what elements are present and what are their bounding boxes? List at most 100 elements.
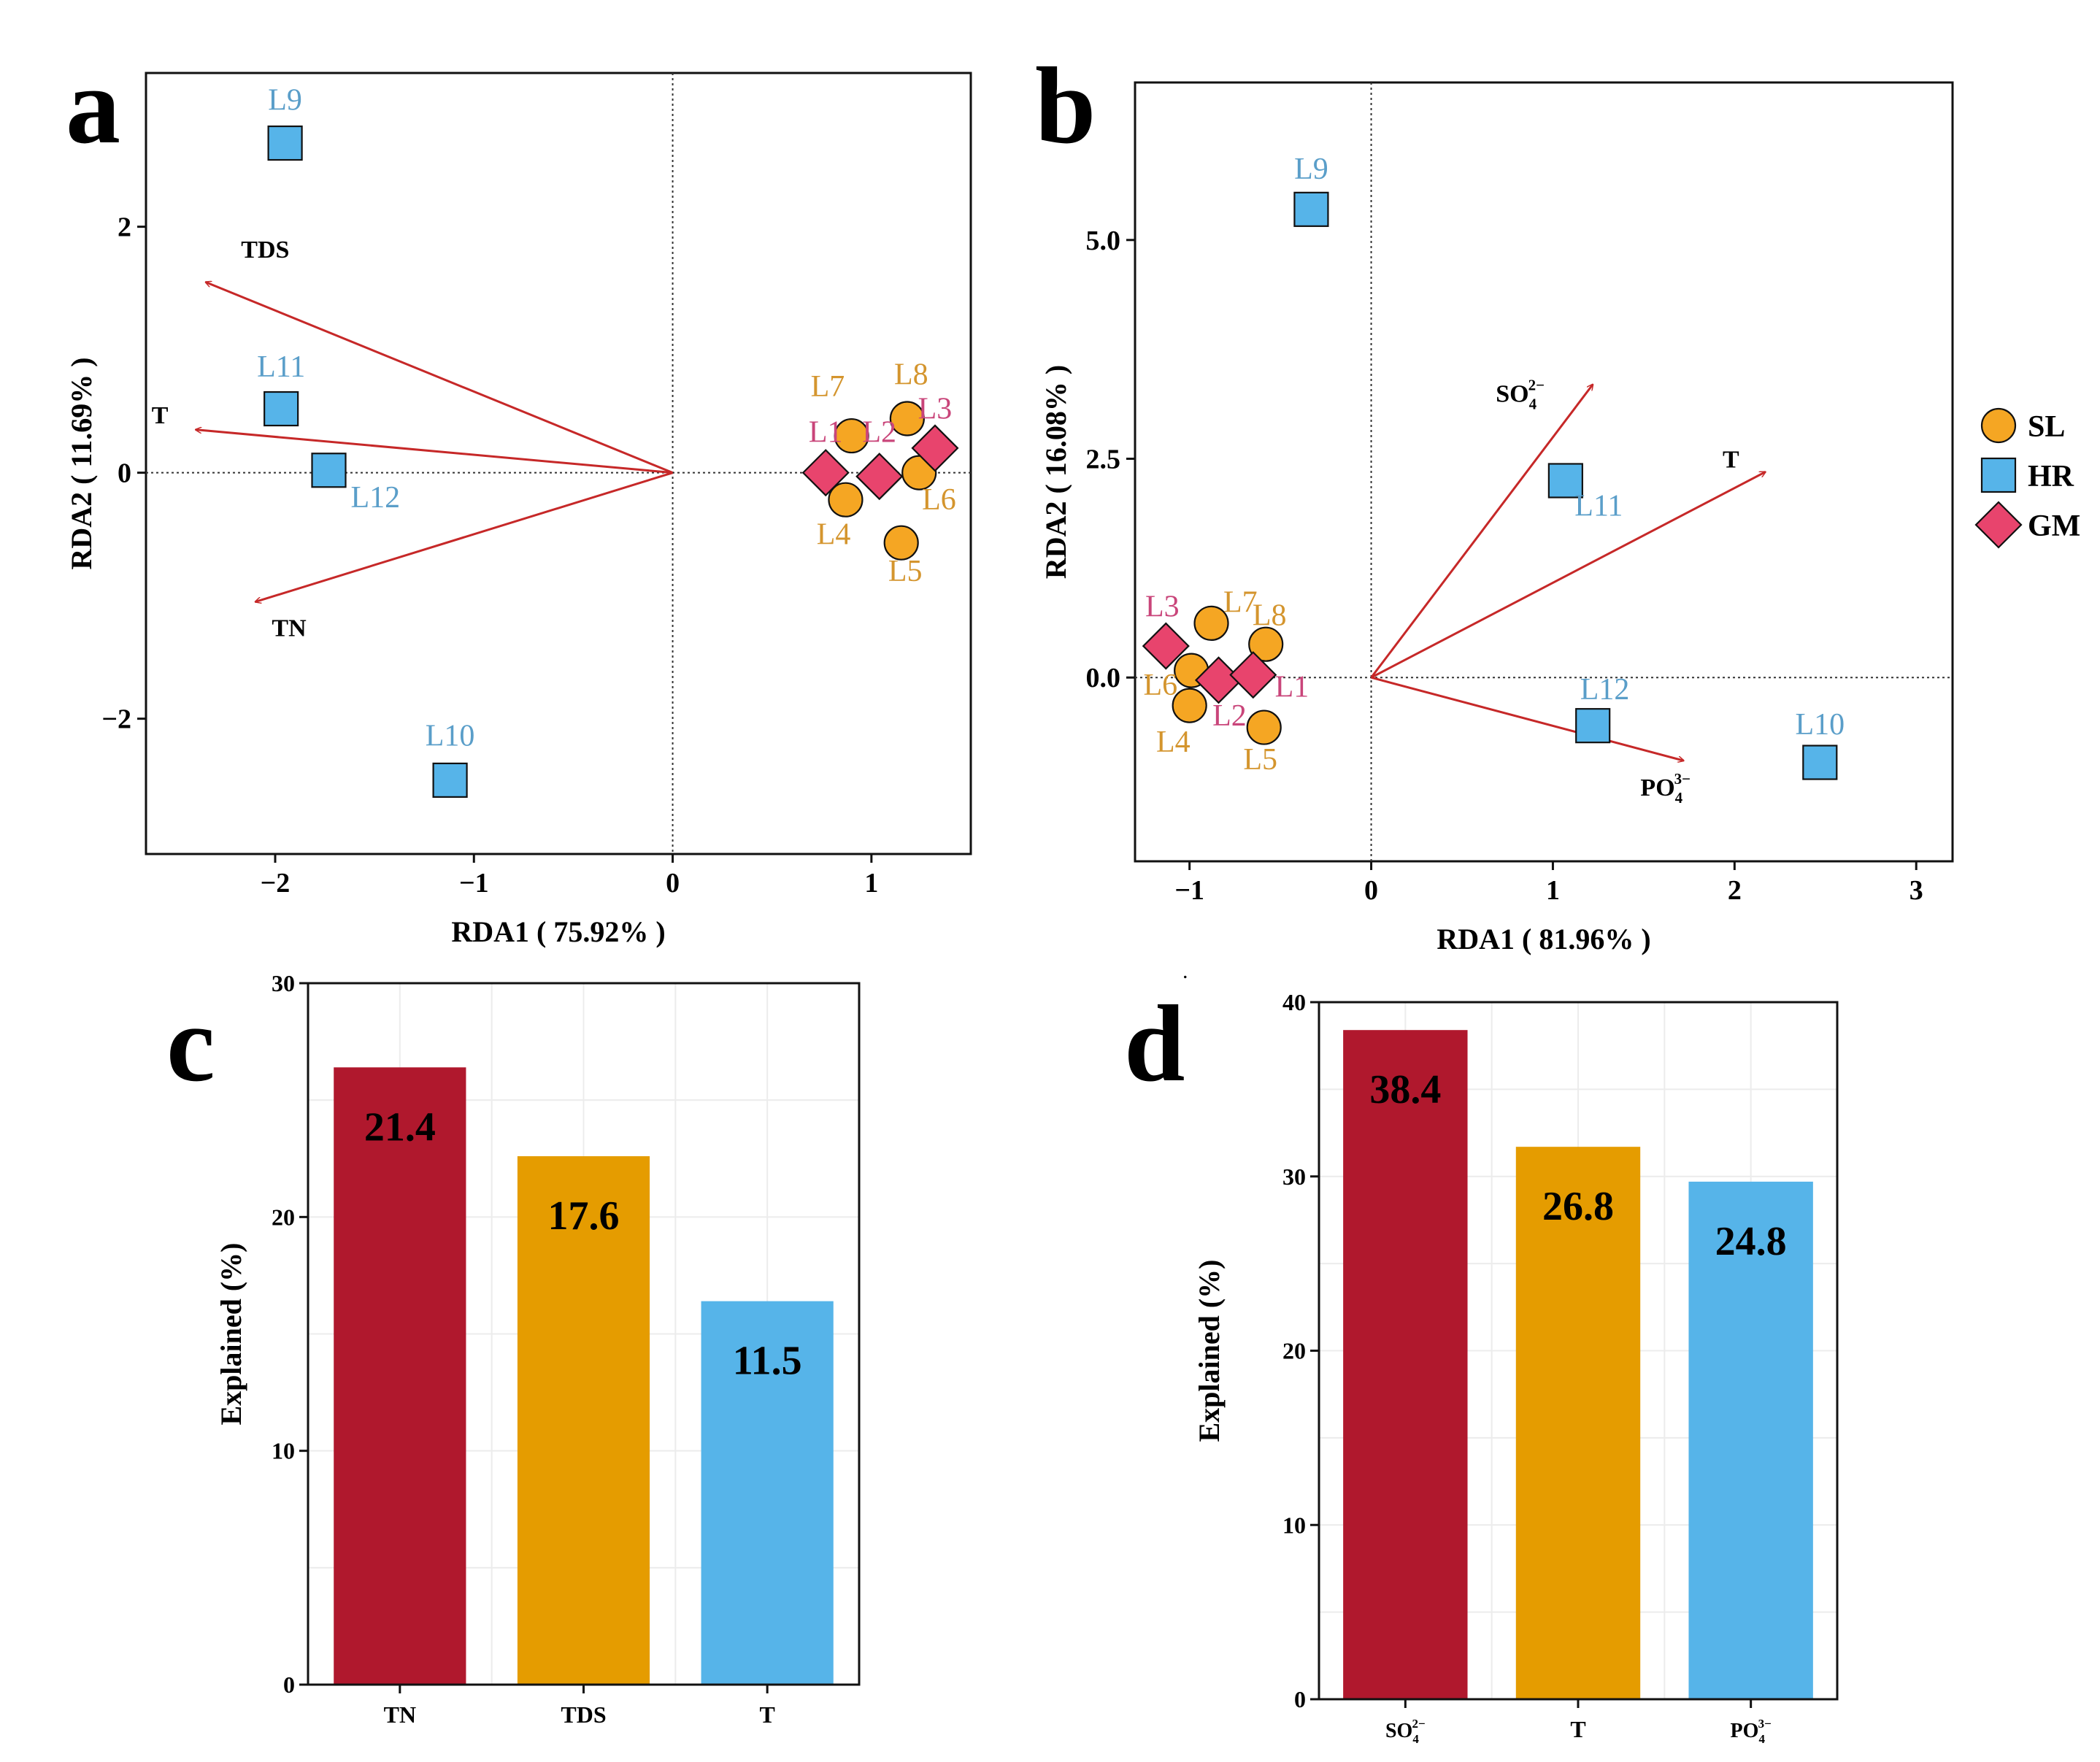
legend-marker-hr — [1980, 457, 2017, 493]
env-arrow-label: TDS — [241, 236, 289, 263]
env-arrow-label-sup: 2− — [1528, 377, 1545, 394]
point-marker-sl — [883, 525, 919, 561]
point-label: L8 — [894, 358, 928, 391]
env-arrow-label-sup: 3− — [1674, 770, 1691, 788]
point-label: L11 — [257, 350, 305, 384]
point-label: L8 — [1253, 599, 1287, 632]
y-tick-label: 10 — [1282, 1512, 1306, 1538]
env-arrow-label: TN — [272, 615, 307, 642]
env-arrow-label-base: TDS — [241, 236, 289, 263]
point-marker-hr — [1293, 191, 1329, 227]
point-label: L10 — [426, 720, 475, 753]
env-arrow-label: T — [152, 402, 169, 429]
point-label: L3 — [1145, 590, 1180, 623]
panel-letter: b — [1035, 45, 1096, 166]
y-tick-label: 30 — [1282, 1163, 1306, 1190]
x-tick-label-base: PO — [1731, 1720, 1759, 1742]
point-label: L7 — [811, 370, 845, 404]
x-tick-label: 0 — [1364, 875, 1378, 906]
point-label: L4 — [817, 518, 851, 551]
plot-frame — [307, 982, 861, 1686]
env-arrow — [1370, 471, 1766, 679]
bar — [517, 1156, 650, 1685]
y-axis-title: Explained (%) — [1193, 1259, 1226, 1442]
point-label: L5 — [888, 555, 923, 588]
point-label: L1 — [1275, 671, 1309, 704]
env-arrow-label-base: T — [152, 402, 169, 429]
x-tick-label-base: TDS — [561, 1701, 606, 1728]
bar — [334, 1067, 466, 1685]
env-arrow-label: SO4 2− — [1496, 377, 1545, 413]
y-tick-label: 0 — [118, 458, 131, 489]
y-axis-title: RDA2 ( 11.69% ) — [65, 357, 98, 569]
x-tick-label: SO42− — [1385, 1717, 1426, 1746]
y-tick-label: 2 — [118, 212, 131, 243]
x-tick-label: 3 — [1909, 875, 1923, 906]
x-tick-label-base: TN — [384, 1701, 416, 1728]
bar-data-label: 17.6 — [548, 1193, 620, 1239]
point-marker-hr — [1575, 708, 1611, 744]
bar-data-label: 38.4 — [1369, 1067, 1441, 1112]
stray-mark: . — [1182, 959, 1188, 983]
legend-label: GM — [2028, 509, 2080, 543]
env-arrow-label-base: SO — [1496, 381, 1528, 408]
point-label: L3 — [918, 392, 953, 426]
point-label: L2 — [862, 416, 896, 450]
point-label: L1 — [809, 416, 843, 450]
y-tick-label: 10 — [272, 1438, 295, 1464]
env-arrow-label-base: TN — [272, 615, 307, 642]
point-label: L10 — [1795, 708, 1845, 742]
y-tick-label: 0.0 — [1086, 663, 1121, 693]
point-marker-hr — [1547, 463, 1583, 499]
legend-label: SL — [2028, 410, 2065, 444]
point-marker-hr — [264, 391, 299, 427]
point-marker-hr — [311, 453, 347, 488]
legend-marker-sl — [1980, 407, 2017, 444]
x-tick-label-base: SO — [1385, 1720, 1412, 1742]
legend-marker-gm — [1974, 501, 2023, 549]
point-marker-hr — [267, 125, 303, 161]
point-label: L7 — [1223, 585, 1258, 619]
bar — [1688, 1181, 1813, 1699]
panel-c-bar-chart: 21.4 TN 17.6 TDS 11.5 T 0 10 20 30 Explained (%) c — [166, 970, 861, 1728]
y-tick-label: 2.5 — [1086, 445, 1121, 475]
panel-letter: c — [166, 983, 215, 1104]
x-tick-label: TN — [384, 1701, 416, 1728]
bar-data-label: 21.4 — [364, 1104, 436, 1150]
x-tick-label-base: T — [759, 1701, 774, 1728]
point-label: L9 — [268, 84, 302, 118]
point-label: L12 — [350, 481, 400, 515]
x-tick-label: 0 — [666, 868, 680, 899]
x-tick-label-sup: 2− — [1412, 1717, 1425, 1731]
point-label: L11 — [1574, 489, 1623, 523]
x-axis-title: RDA1 ( 81.96% ) — [1436, 923, 1650, 955]
point-marker-sl — [1172, 688, 1207, 723]
point-label: L6 — [1144, 669, 1178, 702]
x-tick-label: TDS — [561, 1701, 606, 1728]
point-marker-gm — [911, 424, 959, 472]
env-arrow — [1370, 385, 1593, 679]
x-tick-label: 2 — [1728, 875, 1742, 906]
point-marker-gm — [1229, 651, 1277, 699]
point-label: L4 — [1156, 726, 1191, 759]
point-label: L2 — [1212, 699, 1247, 733]
point-marker-gm — [801, 449, 850, 497]
env-arrow-label: T — [1723, 447, 1739, 474]
panel-letter: a — [66, 45, 120, 166]
y-tick-label: 40 — [1282, 989, 1306, 1015]
y-tick-label: 20 — [272, 1204, 295, 1230]
y-tick-label: 20 — [1282, 1338, 1306, 1364]
point-marker-sl — [828, 482, 864, 518]
x-tick-label: 1 — [1546, 875, 1560, 906]
point-marker-hr — [432, 762, 468, 798]
point-marker-sl — [889, 401, 925, 436]
legend: SL HR GM — [1974, 407, 2080, 549]
x-tick-label: T — [1570, 1716, 1585, 1742]
x-tick-label-sub: 4 — [1758, 1732, 1765, 1746]
y-tick-label: 0 — [283, 1671, 295, 1698]
point-marker-sl — [834, 418, 869, 454]
point-label: L9 — [1294, 153, 1328, 186]
panel-letter: d — [1124, 983, 1185, 1104]
point-marker-sl — [1248, 626, 1284, 662]
